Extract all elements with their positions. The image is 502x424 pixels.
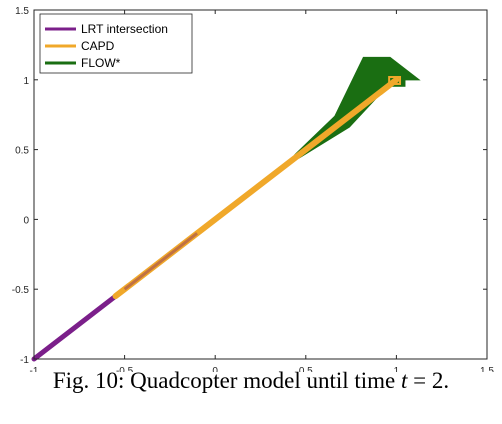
x-tick-label: 1 — [394, 366, 400, 372]
x-tick-label: -0.5 — [116, 366, 134, 372]
y-tick-label: 1 — [23, 76, 29, 87]
x-tick-label: -1 — [30, 366, 39, 372]
y-tick-label: 1.5 — [15, 6, 29, 17]
y-tick-label: 0.5 — [15, 146, 29, 157]
y-axis: -1 -0.5 0 0.5 1 1.5 — [12, 6, 487, 366]
caption-variable: t — [401, 368, 408, 393]
plot-area — [31, 56, 421, 362]
caption-suffix: = 2. — [407, 368, 450, 393]
figure-caption: Fig. 10: Quadcopter model until time t =… — [0, 368, 502, 394]
legend-label: CAPD — [81, 39, 115, 53]
legend: LRT intersection CAPD FLOW* — [39, 13, 193, 74]
chart: -1 -0.5 0 0.5 1 1.5 -1 -0.5 0 0.5 1 1.5 LRT inters… — [12, 6, 495, 372]
caption-prefix: Fig. 10: Quadcopter model until time — [52, 368, 402, 393]
x-axis: -1 -0.5 0 0.5 1 1.5 — [30, 10, 494, 372]
y-tick-label: -1 — [20, 355, 29, 366]
legend-label: LRT intersection — [81, 22, 168, 36]
overlap-line — [123, 232, 198, 291]
axes-box — [33, 9, 488, 360]
legend-label: FLOW* — [81, 56, 121, 70]
x-tick-label: 0.5 — [299, 366, 313, 372]
x-tick-label: 1.5 — [480, 366, 494, 372]
y-tick-label: -0.5 — [12, 285, 30, 296]
capd-end-box — [388, 76, 402, 85]
x-tick-label: 0 — [212, 366, 218, 372]
y-tick-label: 0 — [23, 215, 29, 226]
